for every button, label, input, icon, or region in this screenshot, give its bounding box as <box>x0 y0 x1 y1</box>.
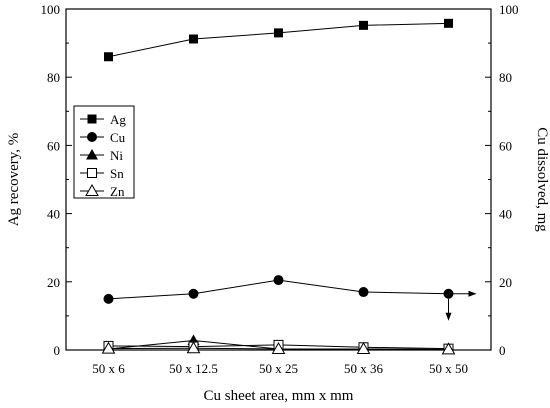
data-point-ag <box>359 20 368 30</box>
legend-entry-zn: Zn <box>80 183 125 199</box>
y-axis-title-right: Cu dissolved, mg <box>534 127 550 232</box>
data-point-ag <box>274 28 283 38</box>
y-left-tick-label: 100 <box>41 2 61 17</box>
series-zn <box>101 341 456 355</box>
data-point-zn <box>271 341 286 354</box>
legend-entry-ag: Ag <box>80 112 126 127</box>
x-axis-title: Cu sheet area, mm x mm <box>204 388 354 404</box>
y-left-tick-label: 20 <box>47 275 60 290</box>
axis-arrows <box>445 290 477 321</box>
legend-entry-sn: Sn <box>80 166 124 181</box>
x-tick-label: 50 x 6 <box>92 361 125 376</box>
x-tick-label: 50 x 36 <box>344 361 384 376</box>
legend-label-zn: Zn <box>110 184 125 199</box>
y-right-tick-label: 0 <box>499 343 506 358</box>
y-left-tick-label: 60 <box>47 138 60 153</box>
y-right-tick-label: 20 <box>499 275 512 290</box>
data-point-cu <box>188 288 199 299</box>
x-tick-label: 50 x 12.5 <box>169 361 218 376</box>
y-axis-title-left: Ag recovery, % <box>6 133 22 227</box>
y-right-tick-label: 40 <box>499 207 512 222</box>
y-left-tick-label: 40 <box>47 207 60 222</box>
data-point-ag <box>444 18 453 28</box>
x-tick-label: 50 x 25 <box>259 361 298 376</box>
data-point-zn <box>356 341 371 354</box>
y-right-tick-label: 60 <box>499 138 512 153</box>
data-point-cu <box>358 287 369 298</box>
legend-label-ni: Ni <box>110 148 123 163</box>
legend: Ag Cu Ni Sn Zn <box>73 105 135 199</box>
arrow-down-head <box>445 312 452 321</box>
legend-marker-ni <box>86 149 98 160</box>
series-layer <box>101 18 477 355</box>
series-ag <box>104 18 453 62</box>
data-point-cu <box>273 275 284 286</box>
arrow-right-head <box>468 290 477 297</box>
legend-label-ag: Ag <box>110 112 126 127</box>
y-right-tick-label: 100 <box>499 2 519 17</box>
legend-marker-ag <box>87 114 97 124</box>
x-tick-label: 50 x 50 <box>429 361 468 376</box>
series-line-ag <box>108 22 449 58</box>
legend-marker-sn <box>87 168 97 178</box>
legend-entry-cu: Cu <box>80 130 126 145</box>
legend-entry-ni: Ni <box>80 148 123 163</box>
y-left-tick-label: 80 <box>47 70 60 85</box>
data-point-cu <box>103 293 114 304</box>
ticks-layer: 0 20 40 60 80 100 0 20 40 60 80 100 50 x 6 50 x 12.5 5… <box>41 2 519 376</box>
series-cu <box>103 275 454 304</box>
data-point-zn <box>186 341 201 354</box>
y-left-tick-label: 0 <box>54 343 61 358</box>
data-point-cu <box>443 288 454 299</box>
data-point-zn <box>101 341 116 354</box>
data-point-ag <box>189 34 198 44</box>
data-point-zn <box>441 342 456 355</box>
legend-label-sn: Sn <box>110 166 124 181</box>
legend-marker-zn <box>85 183 99 196</box>
legend-box <box>73 105 135 199</box>
y-right-tick-label: 80 <box>499 70 512 85</box>
data-point-ag <box>104 52 113 62</box>
legend-marker-cu <box>87 132 97 142</box>
legend-label-cu: Cu <box>110 130 126 145</box>
